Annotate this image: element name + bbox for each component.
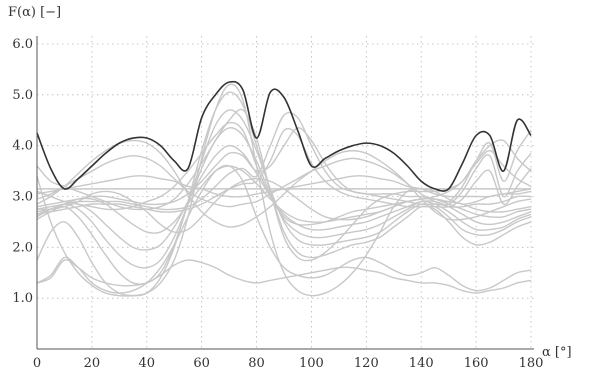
y-axis-label: F(α) [−]	[8, 5, 61, 20]
x-tick-label: 80	[248, 356, 265, 371]
x-tick-label: 40	[139, 356, 156, 371]
family-line	[36, 127, 532, 208]
y-tick-label: 2.0	[12, 240, 33, 255]
grid-lines	[37, 36, 534, 349]
family-line	[36, 109, 532, 285]
x-tick-label: 20	[84, 356, 101, 371]
family-line	[36, 164, 532, 294]
family-line	[36, 83, 532, 297]
x-tick-label: 0	[33, 356, 41, 371]
y-tick-labels: 1.0 2.0 3.0 4.0 5.0 6.0	[12, 37, 33, 306]
family-line	[36, 111, 532, 211]
family-line	[36, 121, 532, 226]
x-tick-label: 100	[299, 356, 324, 371]
x-tick-label: 180	[519, 356, 544, 371]
envelope-curve-group	[36, 80, 532, 192]
y-tick-label: 5.0	[12, 88, 33, 103]
x-tick-label: 120	[354, 356, 379, 371]
family-line	[36, 127, 532, 215]
curve-family	[36, 83, 532, 297]
x-tick-label: 160	[464, 356, 489, 371]
envelope-line	[36, 80, 532, 192]
family-line	[36, 155, 532, 208]
family-line	[36, 108, 532, 262]
family-line	[36, 259, 532, 294]
x-tick-label: 60	[193, 356, 210, 371]
x-axis-label: α [°]	[542, 345, 572, 360]
y-tick-label: 1.0	[12, 291, 33, 306]
y-tick-label: 3.0	[12, 190, 33, 205]
y-tick-label: 6.0	[12, 37, 33, 52]
y-tick-label: 4.0	[12, 139, 33, 154]
family-line	[36, 127, 532, 269]
x-tick-labels: 0 20 40 60 80 100 120 140 160 180	[33, 356, 544, 371]
axes	[36, 36, 534, 350]
x-tick-label: 140	[409, 356, 434, 371]
